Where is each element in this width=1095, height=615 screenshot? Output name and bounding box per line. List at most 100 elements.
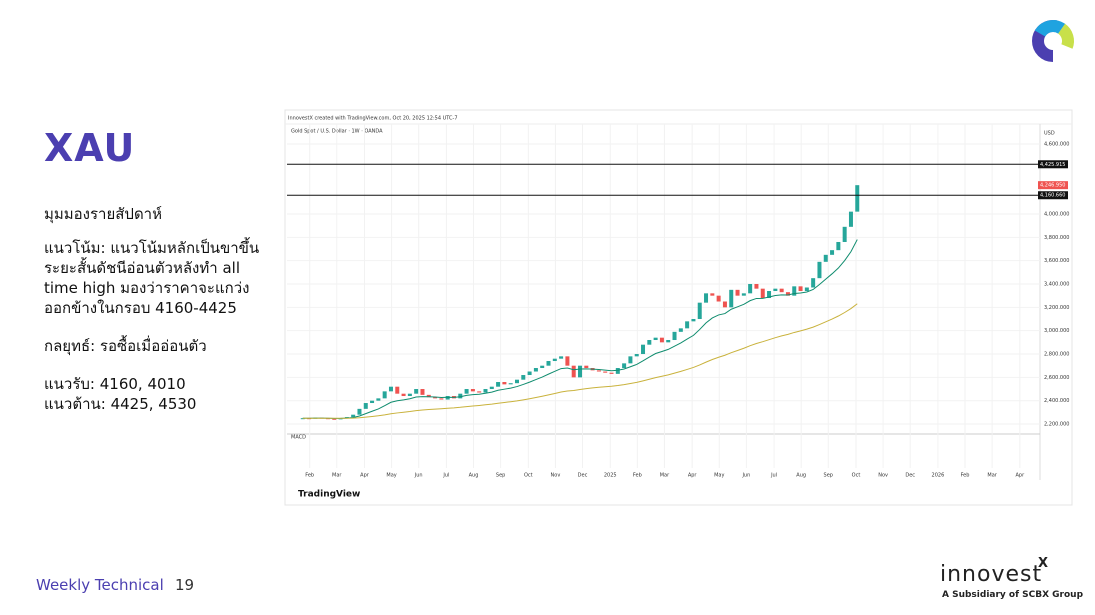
candle-body: [666, 340, 671, 343]
candle-body: [464, 389, 469, 394]
resistance: แนวต้าน: 4425, 4530: [44, 395, 197, 413]
candle-body: [634, 354, 639, 357]
x-tick-label: May: [386, 473, 396, 479]
ema-fast: [302, 239, 858, 419]
source: TradingView: [298, 490, 360, 500]
candle-body: [401, 393, 406, 397]
candle-body: [767, 291, 772, 299]
candle-body: [741, 293, 746, 296]
heading: มุมมองรายสัปดาห์: [44, 205, 162, 223]
x-tick-label: Jun: [741, 473, 750, 479]
candle-body: [603, 371, 608, 373]
logo: [1032, 19, 1074, 62]
candle-body: [773, 288, 778, 292]
candle-body: [508, 383, 513, 385]
candle-body: [697, 302, 702, 320]
candle-body: [496, 382, 501, 387]
x-tick-label: Feb: [961, 473, 970, 479]
x-tick-label: May: [714, 473, 724, 479]
candle-body: [584, 365, 589, 369]
candle-body: [363, 403, 368, 409]
candle-body: [445, 396, 450, 400]
candle-body: [344, 417, 349, 419]
candle-body: [830, 250, 835, 255]
y-tick-label: 4,600.000: [1044, 141, 1069, 147]
x-tick-label: Apr: [1016, 473, 1026, 479]
y-tick-label: 3,600.000: [1044, 258, 1069, 264]
footer: Weekly Technical: [36, 576, 164, 594]
candle-body: [426, 394, 431, 398]
candle-body: [691, 319, 696, 322]
candle-body: [376, 398, 381, 401]
candle-body: [565, 356, 570, 366]
x-tick-label: Sep: [496, 473, 505, 479]
logo-arc: [1032, 19, 1074, 62]
x-tick-label: 2026: [932, 473, 945, 479]
ema-slow: [302, 303, 858, 419]
candle-body: [836, 241, 841, 251]
candle-body: [514, 379, 519, 384]
candle-body: [622, 363, 627, 369]
candle-body: [552, 358, 557, 362]
y-tick-label: 4,000.000: [1044, 211, 1069, 217]
x-tick-label: Aug: [469, 473, 479, 479]
x-tick-label: Mar: [332, 473, 342, 479]
candle-body: [502, 382, 507, 385]
brand-mark: X: [1038, 556, 1049, 571]
y-tick-label: 2,200.000: [1044, 422, 1069, 428]
candle-body: [848, 211, 853, 227]
price-tag: [1038, 181, 1068, 190]
x-tick-label: Oct: [524, 473, 533, 479]
currency: USD: [1044, 131, 1055, 137]
x-tick-label: Jul: [770, 473, 777, 479]
candle-body: [855, 185, 860, 212]
candle-body: [779, 288, 784, 293]
candle-body: [477, 391, 482, 393]
candle-body: [811, 278, 816, 288]
y-tick-label: 2,800.000: [1044, 352, 1069, 358]
x-tick-label: 2025: [604, 473, 617, 479]
x-tick-label: Apr: [360, 473, 370, 479]
y-tick-label: 3,000.000: [1044, 328, 1069, 334]
y-tick-label: 3,800.000: [1044, 235, 1069, 241]
x-tick-label: Mar: [987, 473, 997, 479]
candle-body: [578, 365, 583, 378]
candle-body: [357, 408, 362, 415]
candle-body: [527, 371, 532, 376]
candle-body: [672, 331, 677, 341]
level-label: 4,425.915: [1040, 162, 1065, 168]
y-tick-label: 2,400.000: [1044, 398, 1069, 404]
x-tick-label: Feb: [305, 473, 314, 479]
candle-body: [704, 293, 709, 303]
x-tick-label: Dec: [578, 473, 588, 479]
candle-body: [798, 286, 803, 292]
candle-body: [609, 372, 614, 374]
page-number: 19: [175, 576, 195, 594]
candle-body: [521, 375, 526, 380]
level-tag: [1038, 191, 1068, 200]
candle-body: [458, 393, 463, 399]
candle-body: [647, 340, 652, 345]
x-tick-label: Aug: [796, 473, 806, 479]
candle-body: [489, 386, 494, 390]
x-tick-label: Feb: [633, 473, 642, 479]
x-tick-label: Mar: [660, 473, 670, 479]
candle-body: [388, 386, 393, 392]
candle-body: [559, 356, 564, 359]
y-tick-label: 3,200.000: [1044, 305, 1069, 311]
x-tick-label: Apr: [688, 473, 698, 479]
candle-body: [748, 284, 753, 294]
brand-sub: A Subsidiary of SCBX Group: [942, 590, 1084, 600]
candle-body: [414, 389, 419, 394]
x-tick-label: Jun: [414, 473, 423, 479]
strategy: กลยุทธ์: รอซื้อเมื่ออ่อนตัว: [44, 337, 207, 355]
candle-body: [817, 261, 822, 279]
price-label: 4,246.950: [1040, 183, 1065, 189]
candle-body: [395, 386, 400, 394]
candle-body: [382, 391, 387, 399]
candle-body: [804, 287, 809, 292]
candle-body: [571, 365, 576, 378]
candle-body: [433, 397, 438, 399]
